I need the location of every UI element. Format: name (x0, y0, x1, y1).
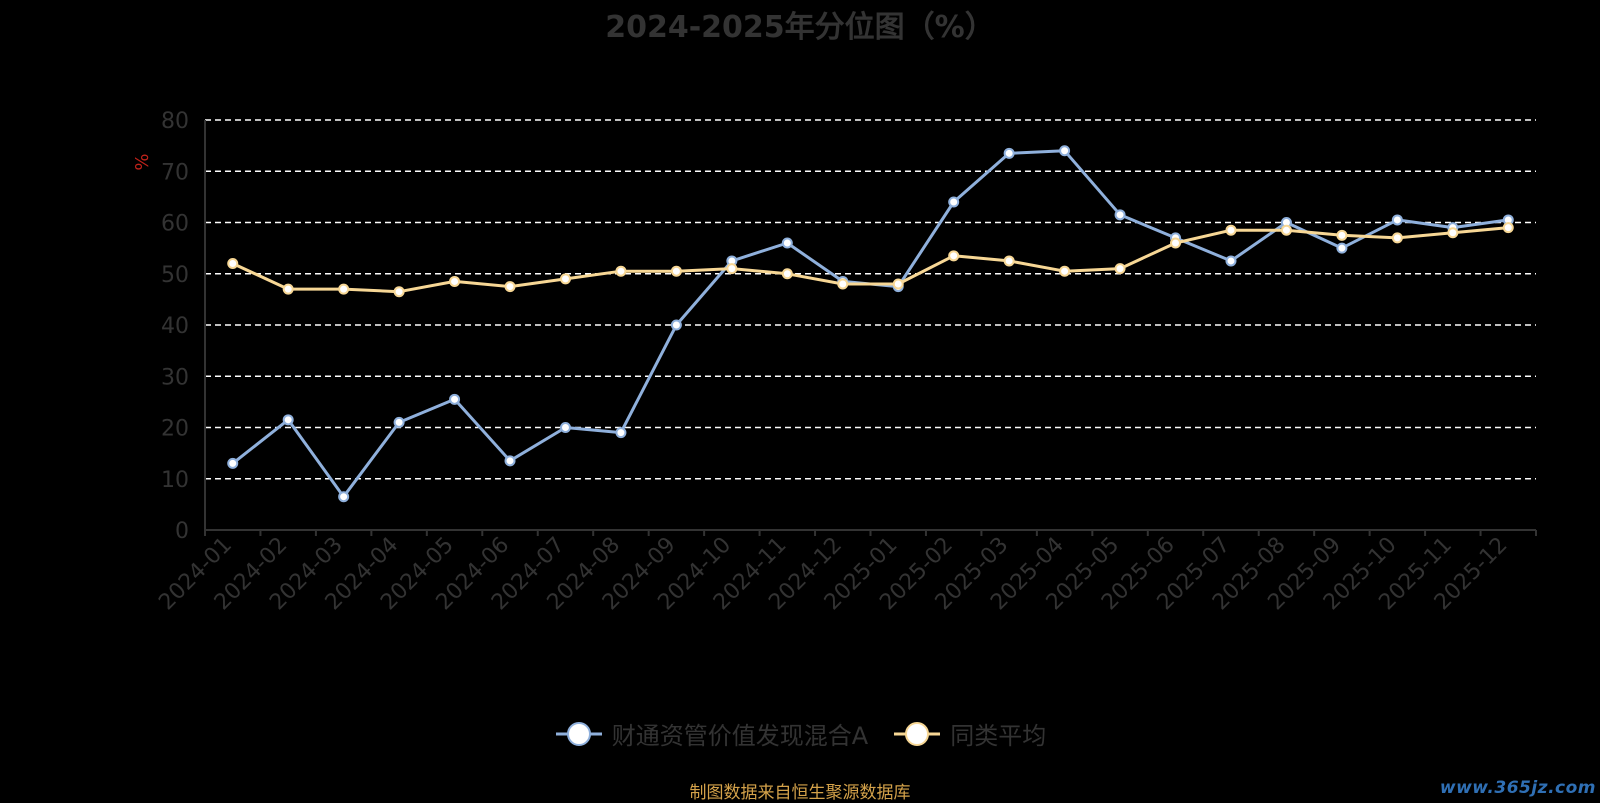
data-point-0 (282, 414, 294, 426)
legend-marker-fund (555, 721, 602, 746)
y-tick-label: 30 (161, 365, 189, 390)
data-point-1 (837, 278, 849, 290)
axes: 010203040506070802024-012024-022024-0320… (132, 109, 1537, 615)
y-axis-label: % (132, 153, 153, 170)
data-point-0 (781, 237, 793, 249)
legend-label-fund: 财通资管价值发现混合A (611, 722, 869, 750)
data-point-0 (449, 393, 461, 405)
y-tick-label: 40 (161, 314, 189, 339)
series-line-0 (231, 149, 1509, 499)
series-line-1 (232, 226, 1509, 294)
legend-item-average[interactable]: 同类平均 (892, 716, 1046, 751)
data-point-0 (1391, 214, 1403, 226)
series-lines (231, 149, 1509, 499)
grid-lines (205, 119, 1536, 480)
data-source-note: 制图数据来自恒生聚源数据库 (689, 783, 911, 803)
data-point-0 (1225, 255, 1237, 267)
data-point-1 (559, 273, 571, 285)
data-point-1 (504, 281, 516, 293)
chart-title: 2024-2025年分位图（%） (605, 10, 995, 45)
data-point-1 (670, 265, 682, 277)
data-point-1 (1170, 237, 1182, 249)
legend-label-average: 同类平均 (950, 722, 1047, 750)
data-point-1 (449, 275, 461, 287)
data-point-0 (1059, 145, 1071, 157)
legend: 财通资管价值发现混合A 同类平均 (0, 716, 1600, 751)
data-point-1 (948, 250, 960, 262)
data-point-1 (1502, 222, 1514, 234)
data-point-0 (559, 422, 571, 433)
watermark: www.365jz.com (1439, 778, 1596, 798)
y-tick-label: 80 (161, 109, 189, 134)
data-point-1 (1391, 232, 1403, 244)
data-point-1 (1059, 265, 1071, 277)
y-tick-label: 0 (175, 519, 189, 544)
data-point-1 (1114, 263, 1126, 275)
data-point-0 (1114, 209, 1126, 221)
legend-marker-average (894, 721, 941, 746)
data-point-1 (1280, 224, 1292, 236)
data-point-1 (1003, 255, 1015, 267)
data-point-1 (892, 278, 904, 290)
data-point-1 (393, 286, 405, 298)
data-point-0 (227, 457, 239, 469)
data-point-1 (1336, 229, 1348, 241)
data-point-1 (227, 258, 239, 269)
y-tick-label: 20 (161, 417, 189, 442)
data-point-0 (504, 455, 516, 467)
data-point-0 (338, 491, 350, 503)
data-point-0 (948, 196, 960, 208)
series-points (227, 145, 1514, 503)
data-point-1 (1225, 224, 1237, 236)
data-point-1 (615, 265, 627, 277)
data-point-1 (338, 283, 350, 295)
y-tick-label: 70 (161, 160, 189, 185)
data-point-0 (615, 427, 627, 439)
data-point-1 (282, 283, 294, 295)
y-tick-label: 10 (161, 468, 189, 493)
y-tick-label: 60 (161, 212, 189, 237)
data-point-0 (1336, 242, 1348, 254)
data-point-0 (670, 319, 682, 331)
data-point-1 (781, 268, 793, 280)
data-point-1 (726, 263, 738, 275)
y-tick-label: 50 (161, 263, 189, 288)
data-point-1 (1447, 227, 1459, 239)
legend-item-fund[interactable]: 财通资管价值发现混合A (554, 716, 868, 751)
data-point-0 (393, 416, 405, 428)
data-point-0 (1003, 147, 1015, 159)
